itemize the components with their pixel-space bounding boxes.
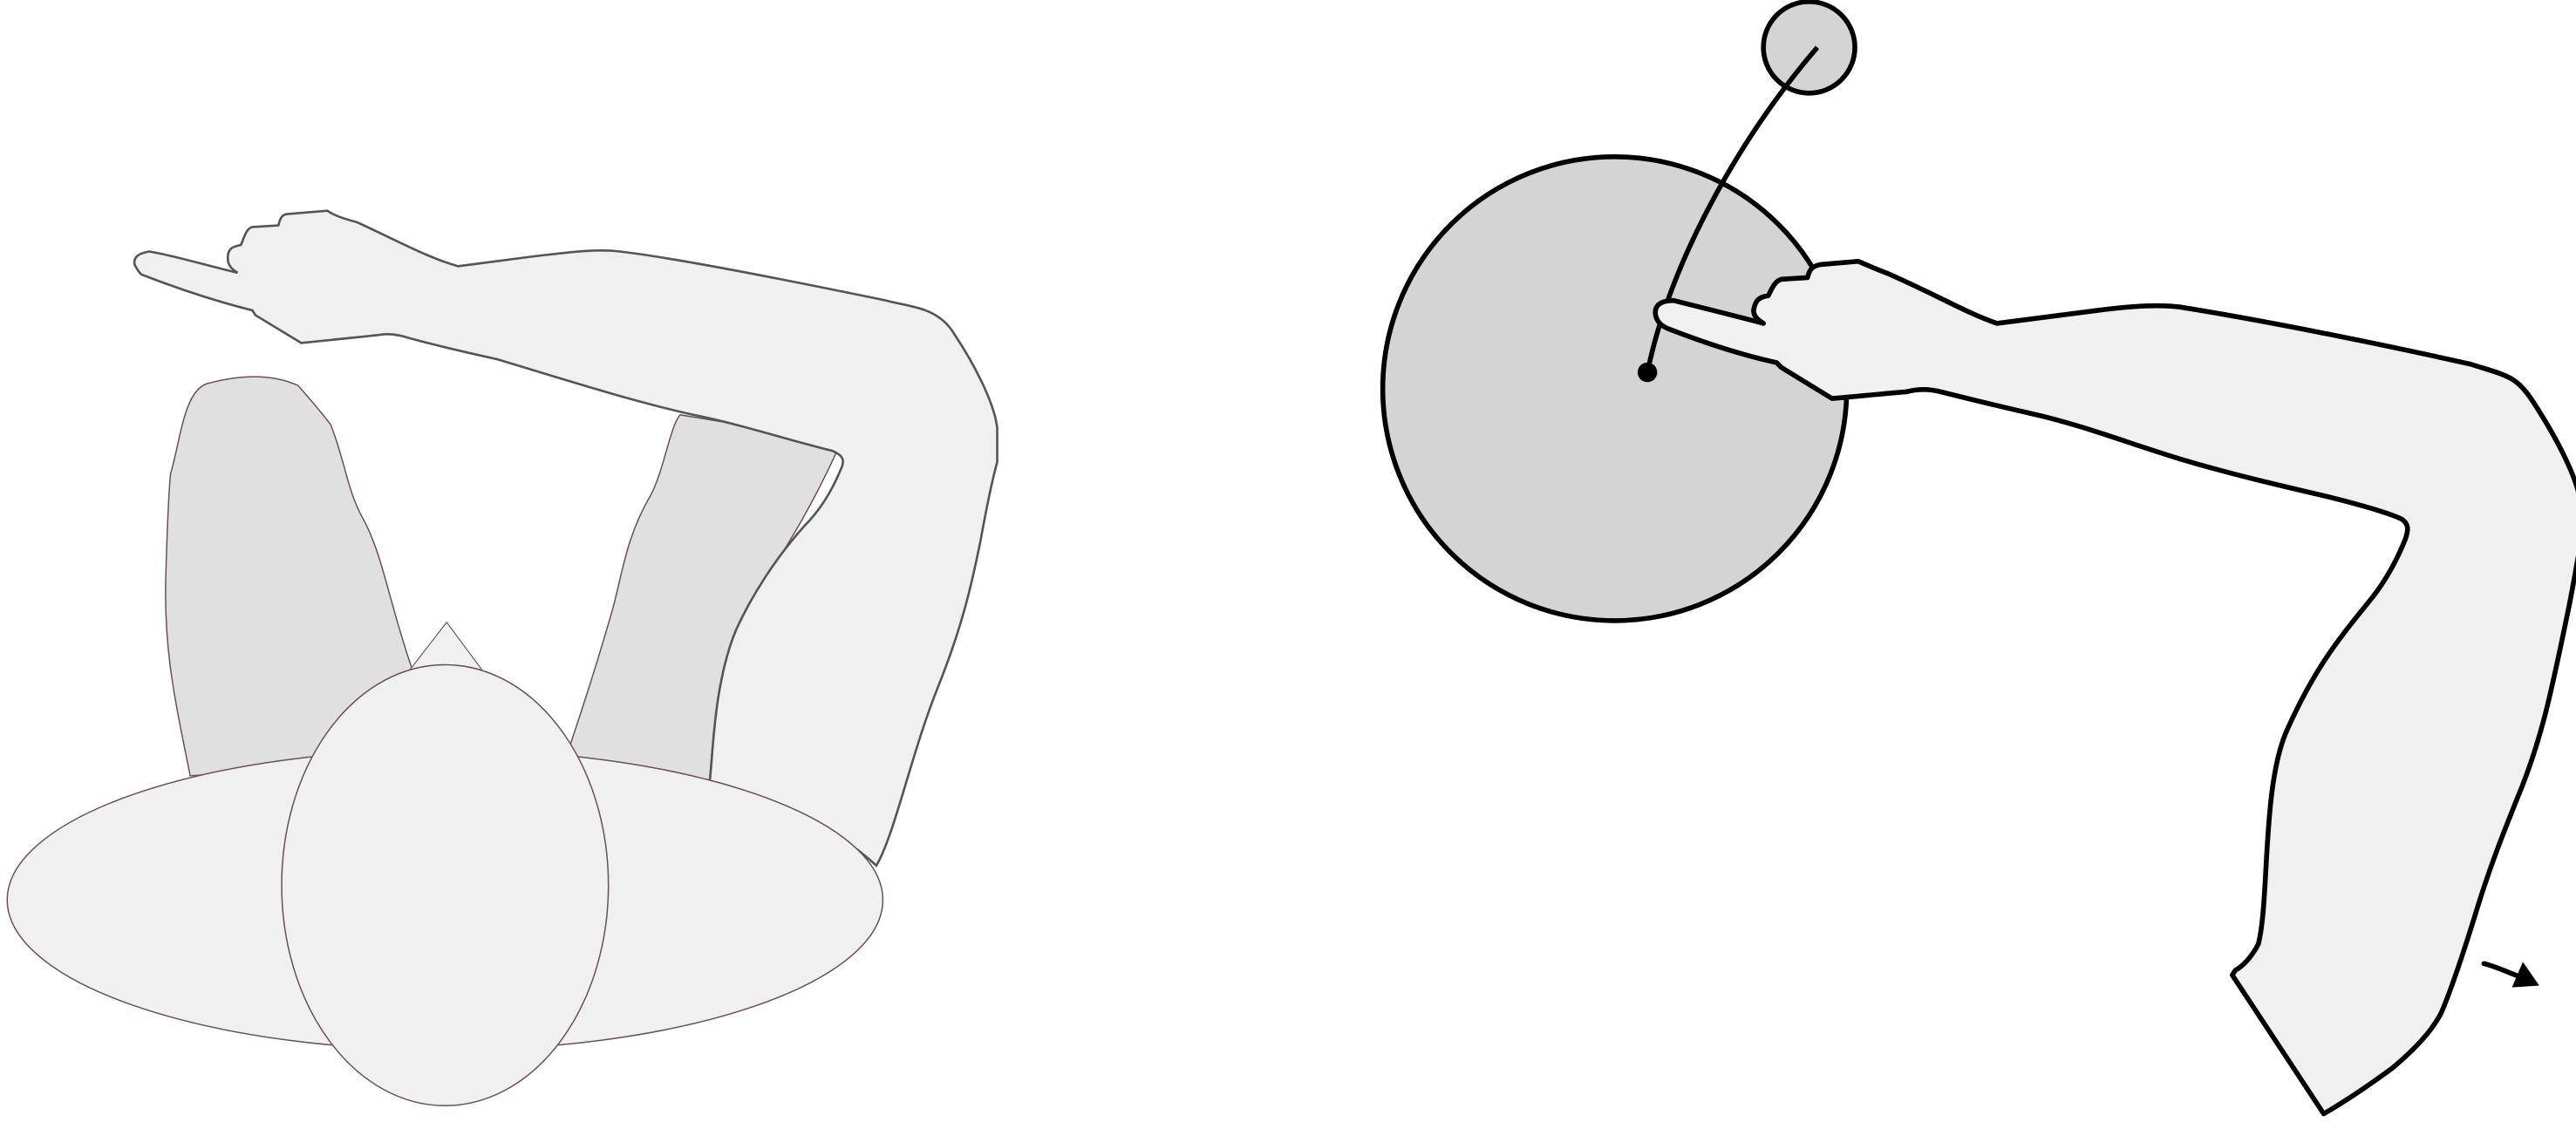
top-view-person <box>6 209 998 1107</box>
rotation-arc <box>1645 45 1820 373</box>
small-disc <box>1761 0 1857 96</box>
large-disc <box>1380 154 1850 623</box>
motion-arrow <box>2481 961 2539 988</box>
raised-arm <box>133 209 998 867</box>
pivot-dot <box>1637 362 1658 383</box>
head <box>281 663 610 1107</box>
arm <box>1653 258 2576 1117</box>
left-leg <box>165 376 425 777</box>
arm-rotation-diagram <box>1380 0 2576 1117</box>
